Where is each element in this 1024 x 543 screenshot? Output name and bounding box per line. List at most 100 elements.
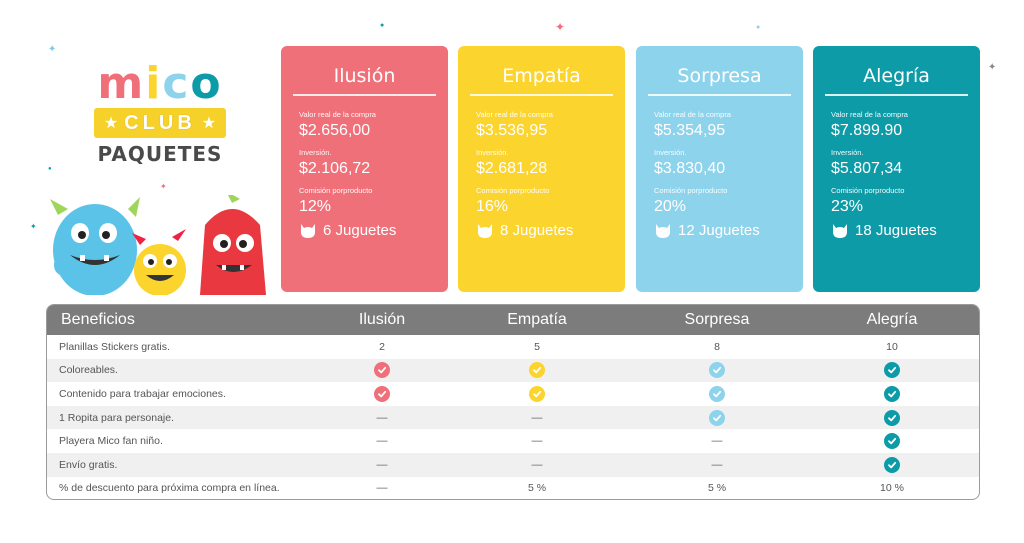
value-cell: 8	[627, 341, 807, 353]
value-cell: 5 %	[627, 482, 807, 494]
benefit-label: % de descuento para próxima compra en lí…	[59, 482, 280, 495]
toys-count: 8 Juguetes	[476, 222, 607, 239]
dash-cell: —	[447, 435, 627, 447]
red-monster-icon	[200, 195, 266, 295]
investment-value: $2.106,72	[299, 160, 371, 177]
sparkle-icon: ✦	[988, 62, 997, 73]
package-card-alegria[interactable]: Alegría Valor real de la compra $7.899.9…	[813, 46, 980, 292]
check-icon	[807, 362, 977, 379]
cell-value: —	[376, 482, 388, 495]
real-value: $7.899.90	[831, 122, 903, 139]
commission-label: Comisión porproducto	[299, 186, 373, 195]
column-header-sorpresa: Sorpresa	[684, 311, 750, 328]
dash-cell: —	[447, 459, 627, 471]
yellow-monster-icon	[132, 229, 186, 295]
cell-value: 5 %	[707, 482, 727, 495]
card-title: Alegría	[863, 65, 930, 87]
commission-label: Comisión porproducto	[654, 186, 728, 195]
check-icon	[884, 385, 900, 402]
monster-icon	[656, 223, 670, 238]
investment-value: $5.807,34	[831, 160, 903, 177]
check-icon	[709, 385, 725, 402]
package-card-sorpresa[interactable]: Sorpresa Valor real de la compra $5.354,…	[636, 46, 803, 292]
table-row: 1 Ropita para personaje. — —	[47, 405, 979, 430]
sparkle-icon: ✦	[30, 222, 37, 231]
table-header: Beneficios Ilusión Empatía Sorpresa Aleg…	[47, 305, 979, 335]
dash-cell: —	[317, 435, 447, 447]
real-value-label: Valor real de la compra	[831, 110, 908, 119]
sparkle-icon: ●	[756, 24, 761, 31]
monster-icon	[301, 223, 315, 238]
toys-label: 6 Juguetes	[323, 222, 397, 239]
check-icon	[374, 385, 390, 402]
package-card-ilusion[interactable]: Ilusión Valor real de la compra $2.656,0…	[281, 46, 448, 292]
commission-value: 23%	[831, 198, 864, 215]
package-card-empatia[interactable]: Empatía Valor real de la compra $3.536,9…	[458, 46, 625, 292]
cell-value: 5	[534, 340, 540, 353]
page-title: PAQUETES	[97, 142, 223, 166]
check-icon	[807, 433, 977, 450]
value-cell: 10	[807, 341, 977, 353]
check-icon	[884, 433, 900, 450]
benefit-label: Coloreables.	[59, 364, 118, 377]
star-icon: ★	[201, 115, 217, 132]
divider	[825, 94, 968, 96]
check-icon	[807, 385, 977, 402]
real-value: $3.536,95	[476, 122, 548, 139]
benefit-label: Playera Mico fan niño.	[59, 435, 163, 448]
value-cell: 10 %	[807, 482, 977, 494]
check-icon	[447, 362, 627, 379]
sparkle-icon: ✦	[48, 44, 57, 55]
real-value: $5.354,95	[654, 122, 726, 139]
benefit-label: 1 Ropita para personaje.	[59, 411, 174, 424]
dash-cell: —	[317, 482, 447, 494]
cell-value: —	[376, 411, 388, 424]
toys-label: 8 Juguetes	[500, 222, 574, 239]
real-value-label: Valor real de la compra	[299, 110, 376, 119]
cell-value: —	[531, 411, 543, 424]
table-row: Planillas Stickers gratis. 2 5 8 10	[47, 335, 979, 359]
club-label: CLUB	[124, 111, 196, 134]
real-value: $2.656,00	[299, 122, 371, 139]
table-row: Playera Mico fan niño. — — —	[47, 429, 979, 453]
check-icon	[529, 362, 545, 379]
dash-cell: —	[317, 412, 447, 424]
sparkle-icon: ✦	[160, 182, 167, 191]
check-icon	[884, 456, 900, 473]
table-row: Contenido para trabajar emociones.	[47, 382, 979, 406]
dash-cell: —	[627, 459, 807, 471]
investment-label: Inversión.	[476, 148, 509, 157]
value-cell: 5	[447, 341, 627, 353]
monsters-illustration	[50, 195, 266, 295]
investment-label: Inversión.	[299, 148, 332, 157]
real-value-label: Valor real de la compra	[654, 110, 731, 119]
divider	[293, 94, 436, 96]
toys-label: 18 Juguetes	[855, 222, 937, 239]
divider	[470, 94, 613, 96]
value-cell: 2	[317, 341, 447, 353]
check-icon	[807, 409, 977, 426]
cell-value: —	[711, 435, 723, 448]
check-icon	[317, 385, 447, 402]
mico-wordmark: mico	[97, 58, 223, 109]
check-icon	[447, 385, 627, 402]
check-icon	[529, 385, 545, 402]
cell-value: —	[531, 435, 543, 448]
toys-label: 12 Juguetes	[678, 222, 760, 239]
table-row: Coloreables.	[47, 358, 979, 383]
monster-icon	[478, 223, 492, 238]
investment-label: Inversión.	[654, 148, 687, 157]
table-row: % de descuento para próxima compra en lí…	[47, 477, 979, 499]
toys-count: 12 Juguetes	[654, 222, 785, 239]
investment-value: $2.681,28	[476, 160, 548, 177]
divider	[648, 94, 791, 96]
card-title: Ilusión	[333, 65, 396, 87]
check-icon	[627, 385, 807, 402]
commission-label: Comisión porproducto	[476, 186, 550, 195]
benefit-label: Planillas Stickers gratis.	[59, 340, 170, 353]
column-header-beneficios: Beneficios	[61, 311, 135, 328]
check-icon	[709, 409, 725, 426]
blue-monster-icon	[50, 197, 140, 295]
sparkle-icon: ●	[380, 22, 385, 29]
card-title: Empatía	[502, 65, 581, 87]
